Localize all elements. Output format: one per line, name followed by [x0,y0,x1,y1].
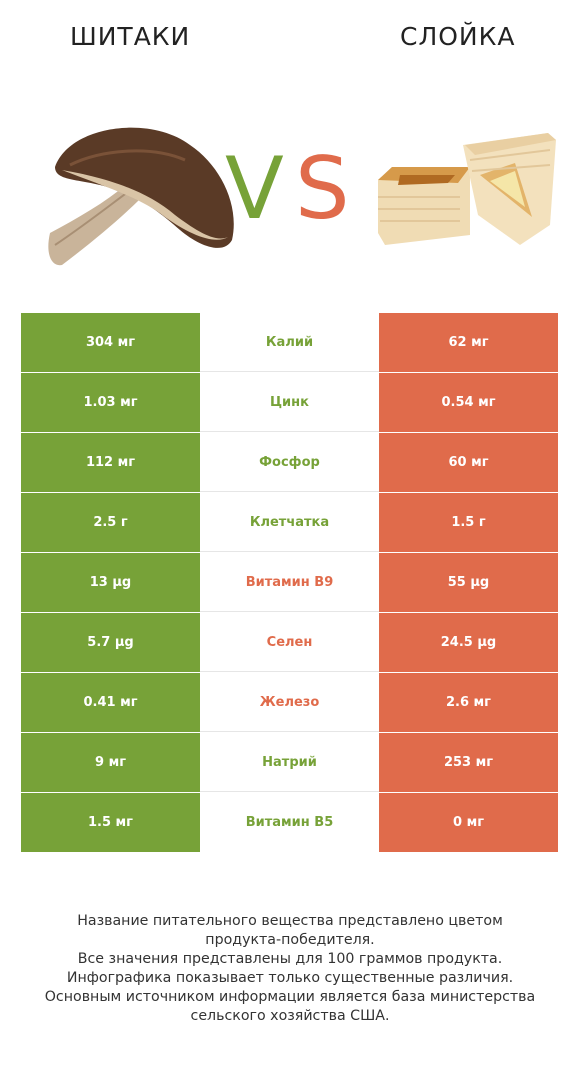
right-value: 24.5 µg [379,613,558,672]
footer-line: сельского хозяйства США. [190,1008,390,1024]
right-value: 1.5 г [379,493,558,552]
nutrient-name: Селен [200,613,379,672]
left-value: 1.03 мг [21,373,200,432]
table-row: 13 µg Витамин B9 55 µg [21,553,558,613]
left-value: 2.5 г [21,493,200,552]
left-value: 9 мг [21,733,200,792]
nutrient-name: Клетчатка [200,493,379,552]
footer-line: Основным источником информации является … [44,989,536,1005]
right-value: 2.6 мг [379,673,558,732]
left-value: 304 мг [21,313,200,372]
left-product-title: ШИТАКИ [70,22,191,51]
nutrient-name: Витамин B9 [200,553,379,612]
footer-line: Инфографика показывает только существенн… [66,970,514,986]
footer-line: продукта-победителя. [205,932,375,948]
left-value: 0.41 мг [21,673,200,732]
footer-line: Название питательного вещества представл… [77,913,503,929]
table-row: 5.7 µg Селен 24.5 µg [21,613,558,673]
table-row: 304 мг Калий 62 мг [21,313,558,373]
table-row: 1.03 мг Цинк 0.54 мг [21,373,558,433]
right-value: 55 µg [379,553,558,612]
table-row: 0.41 мг Железо 2.6 мг [21,673,558,733]
right-value: 253 мг [379,733,558,792]
shiitake-mushroom-image [48,127,234,266]
right-product-title: СЛОЙКА [400,22,516,51]
hero-illustration: V S [48,127,556,266]
nutrient-name: Цинк [200,373,379,432]
table-row: 112 мг Фосфор 60 мг [21,433,558,493]
nutrient-name: Фосфор [200,433,379,492]
left-value: 13 µg [21,553,200,612]
nutrient-name: Натрий [200,733,379,792]
footer-line: Все значения представлены для 100 граммо… [77,951,503,967]
table-row: 9 мг Натрий 253 мг [21,733,558,793]
left-value: 1.5 мг [21,793,200,852]
footer-notes: Название питательного вещества представл… [0,912,580,1026]
nutrient-name: Железо [200,673,379,732]
left-value: 5.7 µg [21,613,200,672]
puff-pastry-image [378,133,556,245]
table-row: 2.5 г Клетчатка 1.5 г [21,493,558,553]
right-value: 0.54 мг [379,373,558,432]
left-value: 112 мг [21,433,200,492]
vs-letter-v: V [225,139,284,239]
right-value: 62 мг [379,313,558,372]
table-row: 1.5 мг Витамин B5 0 мг [21,793,558,853]
nutrient-name: Витамин B5 [200,793,379,852]
vs-letter-s: S [295,139,350,239]
nutrient-name: Калий [200,313,379,372]
right-value: 0 мг [379,793,558,852]
comparison-table: 304 мг Калий 62 мг 1.03 мг Цинк 0.54 мг 112 мг… [21,313,558,853]
right-value: 60 мг [379,433,558,492]
